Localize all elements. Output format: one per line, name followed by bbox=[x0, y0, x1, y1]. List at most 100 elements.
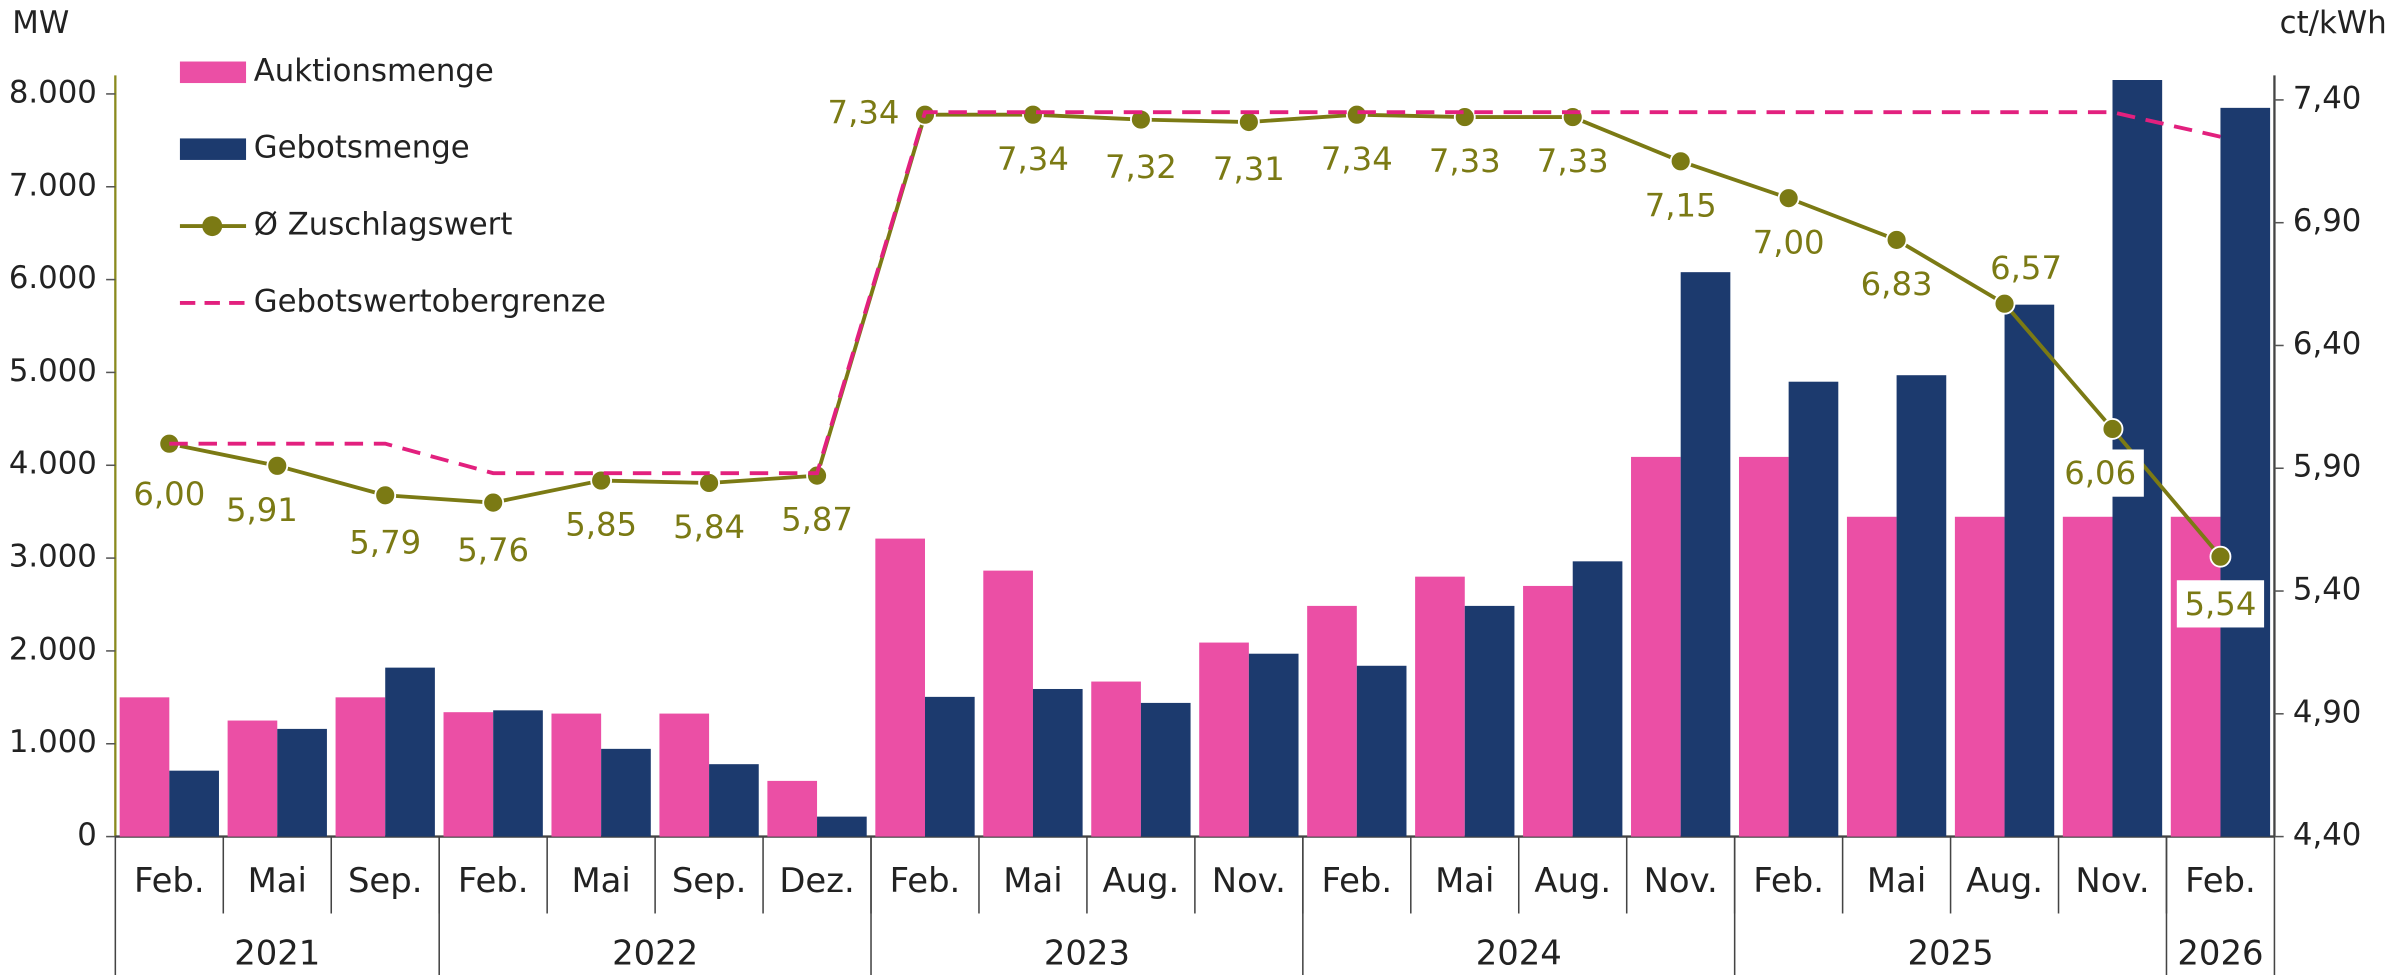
line-marker bbox=[1777, 187, 1800, 210]
bar bbox=[1788, 381, 1839, 837]
data-label: 7,34 bbox=[828, 94, 900, 132]
bar bbox=[1896, 375, 1947, 837]
bar bbox=[1738, 456, 1789, 837]
x-tick-label: Mai bbox=[248, 861, 307, 900]
x-group-label: 2026 bbox=[2177, 933, 2263, 972]
bar bbox=[1307, 605, 1357, 837]
data-label: 5,91 bbox=[226, 491, 298, 529]
data-label: 7,33 bbox=[1537, 142, 1609, 180]
bar bbox=[2004, 304, 2055, 837]
line-marker bbox=[2101, 418, 2124, 440]
line-marker bbox=[1237, 111, 1260, 133]
y-tick-label: 7.000 bbox=[9, 167, 97, 203]
bar bbox=[817, 816, 867, 837]
bar bbox=[443, 712, 494, 837]
bar bbox=[767, 780, 818, 837]
dashed-line bbox=[169, 110, 2221, 476]
line-marker bbox=[806, 464, 828, 487]
x-tick-label: Dez. bbox=[779, 861, 854, 900]
data-label: 7,34 bbox=[997, 140, 1069, 178]
bar bbox=[119, 697, 170, 837]
line-marker bbox=[1129, 108, 1152, 131]
data-label-background bbox=[2056, 449, 2144, 497]
x-tick-label: Nov. bbox=[2075, 861, 2149, 900]
y-tick-label: 0 bbox=[77, 817, 97, 853]
y-tick-label: 6.000 bbox=[9, 260, 97, 296]
line-marker bbox=[698, 472, 721, 494]
bar bbox=[1572, 561, 1623, 837]
legend-label: Gebotswertobergrenze bbox=[254, 283, 606, 319]
x-tick-label: Aug. bbox=[1966, 861, 2043, 900]
x-tick-label: Mai bbox=[1003, 861, 1062, 900]
data-label: 5,79 bbox=[349, 523, 421, 561]
bar bbox=[875, 538, 925, 837]
bar bbox=[2170, 516, 2221, 837]
y-tick-label: 4.000 bbox=[9, 446, 97, 482]
line-marker bbox=[266, 454, 289, 477]
line-marker bbox=[1669, 150, 1692, 173]
x-group-label: 2025 bbox=[1908, 933, 1994, 972]
y-tick-label: 2.000 bbox=[9, 631, 97, 667]
data-label: 5,76 bbox=[457, 531, 529, 569]
legend-label: Gebotsmenge bbox=[254, 130, 470, 166]
data-label: 6,57 bbox=[1990, 249, 2062, 287]
bar bbox=[1464, 605, 1515, 837]
legend-label: Ø Zuschlagswert bbox=[254, 207, 513, 243]
x-tick-label: Nov. bbox=[1644, 861, 1718, 900]
bar bbox=[1356, 665, 1407, 837]
bar bbox=[1846, 516, 1897, 837]
bar bbox=[2062, 516, 2113, 837]
line-marker bbox=[1022, 103, 1044, 126]
bar bbox=[2220, 107, 2271, 837]
x-tick-label: Feb. bbox=[458, 861, 529, 900]
line-marker bbox=[1561, 106, 1584, 129]
data-label: 7,33 bbox=[1429, 142, 1501, 180]
x-tick-label: Feb. bbox=[2185, 861, 2256, 900]
x-group-label: 2022 bbox=[612, 933, 698, 972]
data-label: 6,83 bbox=[1861, 265, 1933, 303]
data-label: 5,87 bbox=[781, 501, 853, 539]
y2-tick-label: 4,90 bbox=[2293, 694, 2361, 730]
bar bbox=[551, 713, 602, 837]
x-tick-label: Nov. bbox=[1212, 861, 1286, 900]
bar bbox=[1631, 456, 1681, 837]
bar bbox=[1523, 585, 1573, 837]
bar bbox=[924, 696, 975, 837]
x-tick-label: Mai bbox=[1435, 861, 1494, 900]
y2-tick-label: 6,40 bbox=[2293, 326, 2361, 362]
y2-axis-label: ct/kWh bbox=[2280, 5, 2387, 41]
x-tick-label: Mai bbox=[1867, 861, 1926, 900]
data-label: 7,34 bbox=[1321, 140, 1393, 178]
data-label: 5,54 bbox=[2185, 585, 2257, 623]
data-label: 7,31 bbox=[1213, 150, 1285, 188]
x-tick-label: Feb. bbox=[890, 861, 961, 900]
bar bbox=[493, 710, 543, 837]
bar bbox=[659, 713, 710, 837]
bar bbox=[1954, 516, 2005, 837]
bar bbox=[1680, 272, 1731, 837]
data-label: 7,32 bbox=[1105, 148, 1177, 186]
legend-label: Auktionsmenge bbox=[254, 53, 494, 89]
x-tick-label: Feb. bbox=[1753, 861, 1824, 900]
data-label-background bbox=[2176, 580, 2265, 628]
y-tick-label: 8.000 bbox=[9, 74, 97, 110]
bar bbox=[1199, 642, 1249, 837]
x-tick-label: Aug. bbox=[1534, 861, 1611, 900]
bar bbox=[1140, 702, 1191, 837]
y-axis-label: MW bbox=[12, 5, 69, 41]
data-label: 7,00 bbox=[1753, 223, 1825, 261]
bar bbox=[1091, 681, 1141, 837]
bar bbox=[1415, 576, 1465, 837]
line-marker bbox=[1993, 292, 2016, 315]
x-group-label: 2023 bbox=[1044, 933, 1130, 972]
line-marker bbox=[482, 491, 505, 514]
y-tick-label: 3.000 bbox=[9, 539, 97, 575]
line-marker bbox=[1453, 106, 1476, 129]
line-marker bbox=[374, 484, 397, 507]
bar bbox=[1248, 653, 1299, 837]
bar bbox=[709, 764, 759, 837]
y2-tick-label: 5,90 bbox=[2293, 449, 2361, 485]
legend-swatch bbox=[202, 216, 223, 237]
data-label: 5,84 bbox=[673, 508, 745, 546]
